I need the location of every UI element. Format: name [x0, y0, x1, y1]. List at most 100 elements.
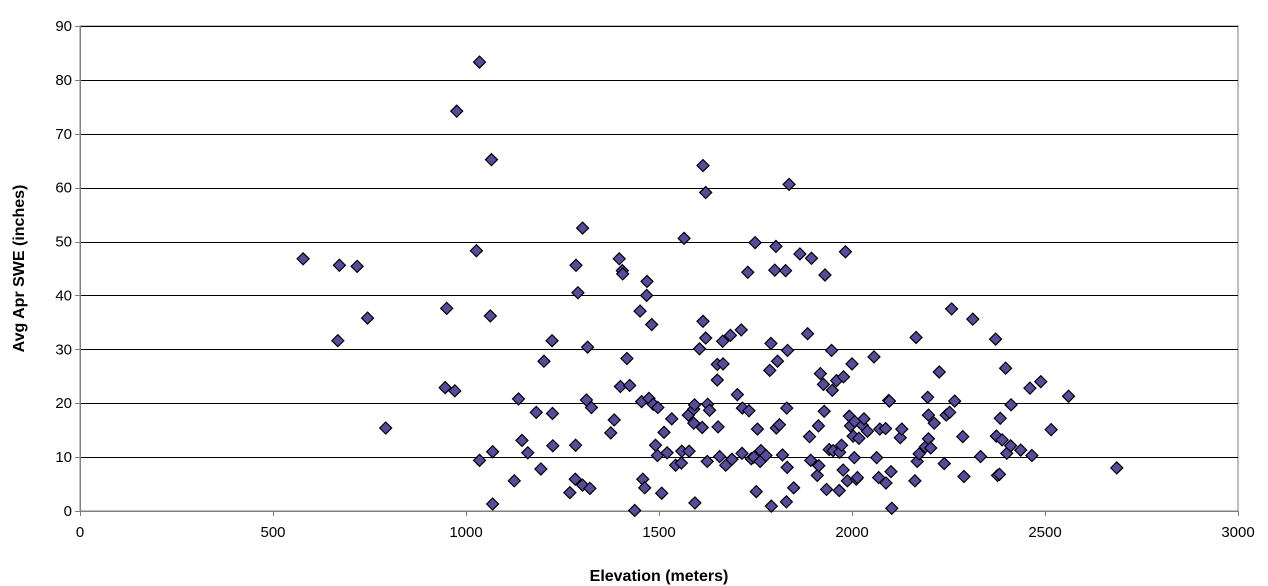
data-point: [909, 330, 923, 345]
data-point: [620, 351, 634, 366]
data-point: [650, 400, 665, 415]
y-tick-label: 90: [55, 18, 72, 35]
data-point: [793, 247, 807, 261]
data-point: [860, 424, 875, 439]
data-point: [869, 450, 884, 465]
x-tick-label: 0: [76, 524, 84, 541]
data-point: [813, 366, 828, 381]
data-point: [580, 340, 595, 355]
data-point: [832, 445, 847, 460]
data-point: [836, 463, 850, 477]
data-point: [748, 235, 762, 250]
data-point: [811, 458, 826, 473]
data-point: [819, 482, 834, 497]
data-point: [867, 350, 881, 364]
data-point: [682, 444, 696, 459]
data-point: [657, 425, 671, 440]
data-point: [825, 383, 840, 398]
data-point: [350, 259, 364, 274]
data-point: [472, 453, 487, 468]
data-point: [688, 496, 702, 510]
data-point: [912, 447, 927, 461]
data-point: [779, 494, 794, 509]
data-point: [715, 334, 730, 349]
data-point: [908, 473, 922, 488]
data-point: [712, 449, 727, 464]
data-point: [637, 480, 652, 495]
y-tick-label: 30: [55, 341, 72, 358]
data-point: [332, 258, 347, 273]
data-point: [677, 231, 691, 246]
plot-area: [79, 25, 1239, 512]
data-point: [546, 438, 560, 453]
data-point: [640, 274, 654, 289]
x-tick-label: 500: [260, 524, 285, 541]
data-point: [871, 470, 886, 485]
data-point: [802, 429, 817, 444]
data-point: [957, 469, 971, 484]
data-point: [749, 484, 764, 499]
data-point: [660, 445, 674, 460]
gridlines: [80, 26, 1238, 458]
data-point: [780, 343, 795, 358]
data-point: [879, 476, 893, 490]
y-axis-title: Avg Apr SWE (inches): [11, 185, 28, 353]
data-points: [296, 55, 1124, 518]
data-point: [698, 331, 713, 345]
data-point: [687, 397, 702, 412]
data-point: [716, 357, 730, 371]
y-tick-label: 70: [55, 126, 72, 143]
data-point: [882, 394, 897, 408]
data-point: [607, 413, 622, 427]
data-point: [1023, 381, 1037, 395]
data-point: [836, 369, 851, 384]
data-point: [767, 263, 782, 277]
data-point: [529, 405, 544, 420]
data-point: [884, 501, 899, 516]
data-point: [378, 421, 393, 435]
data-point: [816, 377, 831, 392]
data-point: [894, 422, 909, 436]
y-tick-label: 0: [64, 503, 72, 520]
data-point: [569, 258, 583, 273]
data-point: [998, 361, 1013, 376]
data-point: [778, 263, 793, 278]
data-point: [973, 449, 988, 464]
data-point: [734, 323, 749, 337]
data-point: [484, 152, 499, 167]
y-tick-labels: 0 10 20 30 40 50 60 70 80 90: [55, 18, 80, 520]
data-point: [696, 158, 710, 173]
x-tick-label: 1000: [449, 524, 482, 541]
data-point: [562, 485, 577, 500]
data-point: [1033, 374, 1048, 389]
data-point: [910, 454, 925, 469]
data-point: [850, 470, 865, 485]
data-point: [921, 408, 936, 422]
data-point: [764, 336, 778, 351]
y-tick-label: 20: [55, 395, 72, 412]
data-point: [622, 378, 637, 393]
data-point: [920, 390, 935, 405]
data-point: [603, 426, 618, 440]
data-point: [818, 268, 832, 282]
data-point: [695, 420, 710, 435]
data-point: [811, 419, 826, 433]
data-point: [965, 312, 980, 327]
y-tick-label: 50: [55, 234, 72, 251]
data-point: [927, 416, 942, 431]
data-point: [1061, 389, 1076, 404]
data-point: [360, 311, 375, 325]
x-tick-labels: 0 500 1000 1500 2000 2500 3000: [76, 511, 1255, 541]
data-point: [955, 429, 970, 444]
data-point: [700, 454, 715, 469]
data-point: [780, 460, 795, 475]
data-point: [472, 55, 487, 69]
data-point: [742, 403, 756, 418]
data-point: [786, 480, 801, 495]
data-point: [507, 473, 522, 488]
data-point: [711, 420, 725, 434]
data-point: [330, 333, 345, 348]
data-point: [664, 412, 679, 426]
data-point: [884, 464, 898, 479]
